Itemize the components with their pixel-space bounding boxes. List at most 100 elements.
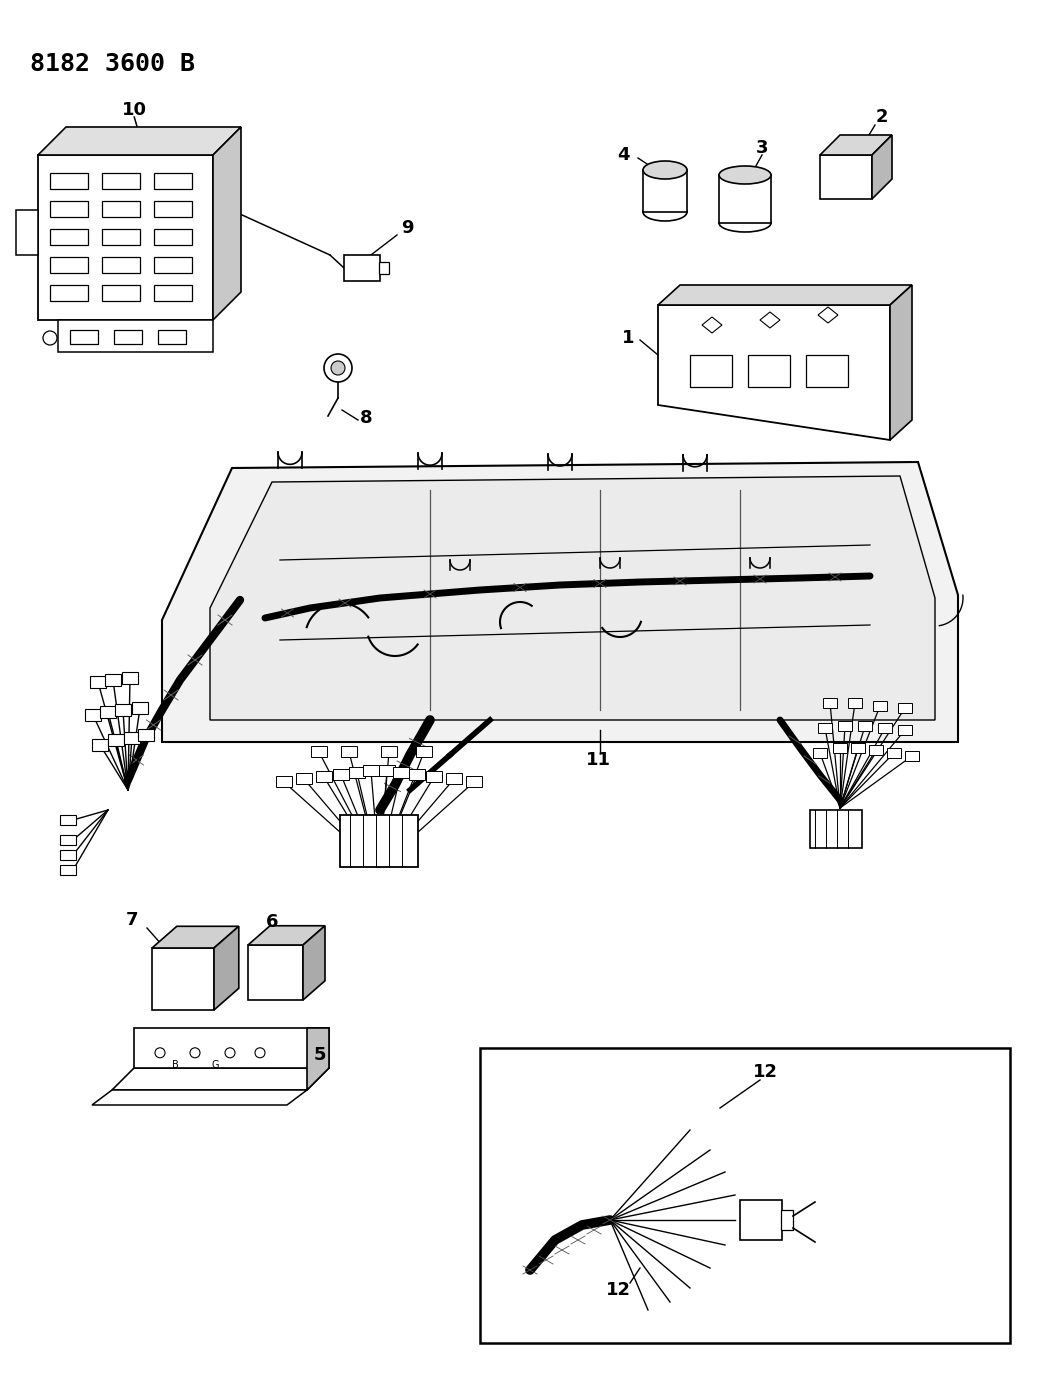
Text: 5: 5 [313, 1046, 326, 1064]
Bar [124, 732, 140, 744]
Text: 10: 10 [122, 100, 147, 118]
Polygon shape [210, 475, 935, 719]
Bar [869, 744, 883, 756]
Bar [90, 676, 106, 689]
Polygon shape [303, 926, 325, 999]
Bar [60, 866, 77, 875]
Bar [115, 704, 131, 717]
Bar [134, 1027, 329, 1068]
Circle shape [43, 330, 57, 344]
Bar [838, 721, 852, 730]
Bar [154, 256, 192, 273]
Bar [102, 284, 140, 301]
Bar [887, 749, 901, 758]
Bar [748, 355, 790, 388]
Ellipse shape [719, 166, 771, 184]
Bar [114, 330, 141, 344]
Bar [102, 229, 140, 245]
Polygon shape [38, 127, 241, 155]
Bar [813, 749, 827, 758]
Polygon shape [214, 926, 239, 1011]
Polygon shape [658, 305, 890, 441]
Text: 4: 4 [617, 146, 629, 164]
Polygon shape [890, 284, 912, 441]
Bar [100, 705, 116, 718]
Polygon shape [658, 284, 912, 305]
Bar [102, 256, 140, 273]
Bar [296, 774, 312, 783]
Circle shape [324, 354, 352, 382]
Bar [50, 173, 88, 190]
Bar [333, 769, 349, 781]
Polygon shape [818, 307, 838, 323]
Bar [70, 330, 99, 344]
Bar [905, 751, 919, 761]
Bar [105, 675, 121, 686]
Text: 1: 1 [621, 329, 634, 347]
Circle shape [331, 361, 345, 375]
Bar [340, 815, 418, 867]
Bar [381, 746, 397, 757]
Bar [132, 703, 148, 714]
Bar [690, 355, 732, 388]
Bar [248, 945, 303, 999]
Bar [851, 743, 865, 753]
Polygon shape [760, 312, 780, 328]
Text: 7: 7 [126, 912, 138, 928]
Bar [740, 1200, 782, 1241]
Bar [276, 776, 292, 788]
Bar [818, 723, 832, 733]
Bar [108, 735, 124, 746]
Bar [425, 771, 442, 782]
Bar [858, 721, 872, 730]
Bar [806, 355, 848, 388]
Polygon shape [248, 926, 325, 945]
Polygon shape [820, 135, 892, 155]
Bar [60, 815, 77, 825]
Bar [393, 767, 409, 778]
Bar [409, 769, 425, 781]
Polygon shape [213, 127, 241, 321]
Text: 9: 9 [400, 219, 413, 237]
Bar [158, 330, 185, 344]
Text: 8182 3600 B: 8182 3600 B [30, 52, 195, 77]
Bar [833, 743, 847, 753]
Bar [60, 850, 77, 860]
Bar [102, 201, 140, 217]
Bar [60, 835, 77, 845]
Text: 2: 2 [876, 107, 889, 125]
Text: 3: 3 [756, 139, 768, 158]
Text: 12: 12 [752, 1064, 778, 1080]
Bar [50, 201, 88, 217]
Bar [466, 776, 482, 788]
Circle shape [255, 1048, 265, 1058]
Bar [92, 739, 108, 751]
Polygon shape [702, 316, 722, 333]
Bar [152, 948, 214, 1011]
Bar [898, 725, 912, 735]
Bar [341, 746, 357, 757]
Bar [50, 284, 88, 301]
Bar [85, 710, 101, 721]
Bar [38, 155, 213, 321]
Polygon shape [162, 461, 958, 742]
Bar [154, 201, 192, 217]
Text: 6: 6 [266, 913, 279, 931]
Circle shape [155, 1048, 165, 1058]
Bar [379, 765, 395, 776]
Polygon shape [58, 321, 213, 353]
Bar [154, 284, 192, 301]
Polygon shape [307, 1027, 329, 1090]
Bar [344, 255, 380, 282]
Bar [416, 746, 432, 757]
Bar [50, 229, 88, 245]
Bar [154, 173, 192, 190]
Circle shape [225, 1048, 235, 1058]
Text: 11: 11 [586, 751, 611, 769]
Bar [50, 256, 88, 273]
Bar [820, 155, 872, 199]
Bar [102, 173, 140, 190]
Bar [446, 774, 462, 783]
Bar [349, 767, 365, 778]
Ellipse shape [719, 215, 771, 231]
